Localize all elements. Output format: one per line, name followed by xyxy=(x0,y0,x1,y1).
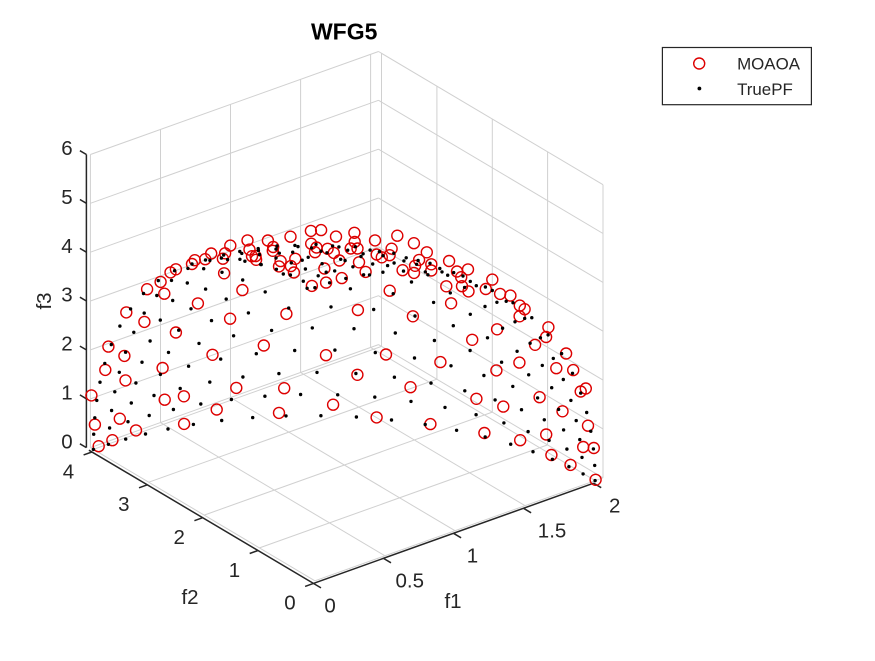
svg-text:WFG5: WFG5 xyxy=(311,18,378,44)
svg-text:3: 3 xyxy=(118,493,129,516)
svg-text:4: 4 xyxy=(61,235,72,258)
svg-text:1: 1 xyxy=(467,544,478,567)
svg-text:1: 1 xyxy=(229,559,240,582)
svg-text:1: 1 xyxy=(61,381,72,404)
svg-text:1.5: 1.5 xyxy=(538,519,567,542)
svg-text:6: 6 xyxy=(61,137,72,160)
svg-text:f2: f2 xyxy=(181,586,198,609)
svg-text:4: 4 xyxy=(63,460,74,483)
svg-text:0: 0 xyxy=(324,595,335,618)
svg-text:f1: f1 xyxy=(444,590,461,613)
svg-text:0: 0 xyxy=(61,430,72,453)
svg-text:2: 2 xyxy=(173,526,184,549)
svg-text:2: 2 xyxy=(61,333,72,356)
svg-text:MOAOA: MOAOA xyxy=(737,55,801,74)
svg-text:2: 2 xyxy=(609,494,620,517)
svg-text:TruePF: TruePF xyxy=(737,80,793,99)
svg-text:f3: f3 xyxy=(33,292,56,309)
svg-text:3: 3 xyxy=(61,284,72,307)
svg-text:5: 5 xyxy=(61,186,72,209)
svg-text:0.5: 0.5 xyxy=(396,570,425,593)
svg-text:0: 0 xyxy=(284,592,295,615)
